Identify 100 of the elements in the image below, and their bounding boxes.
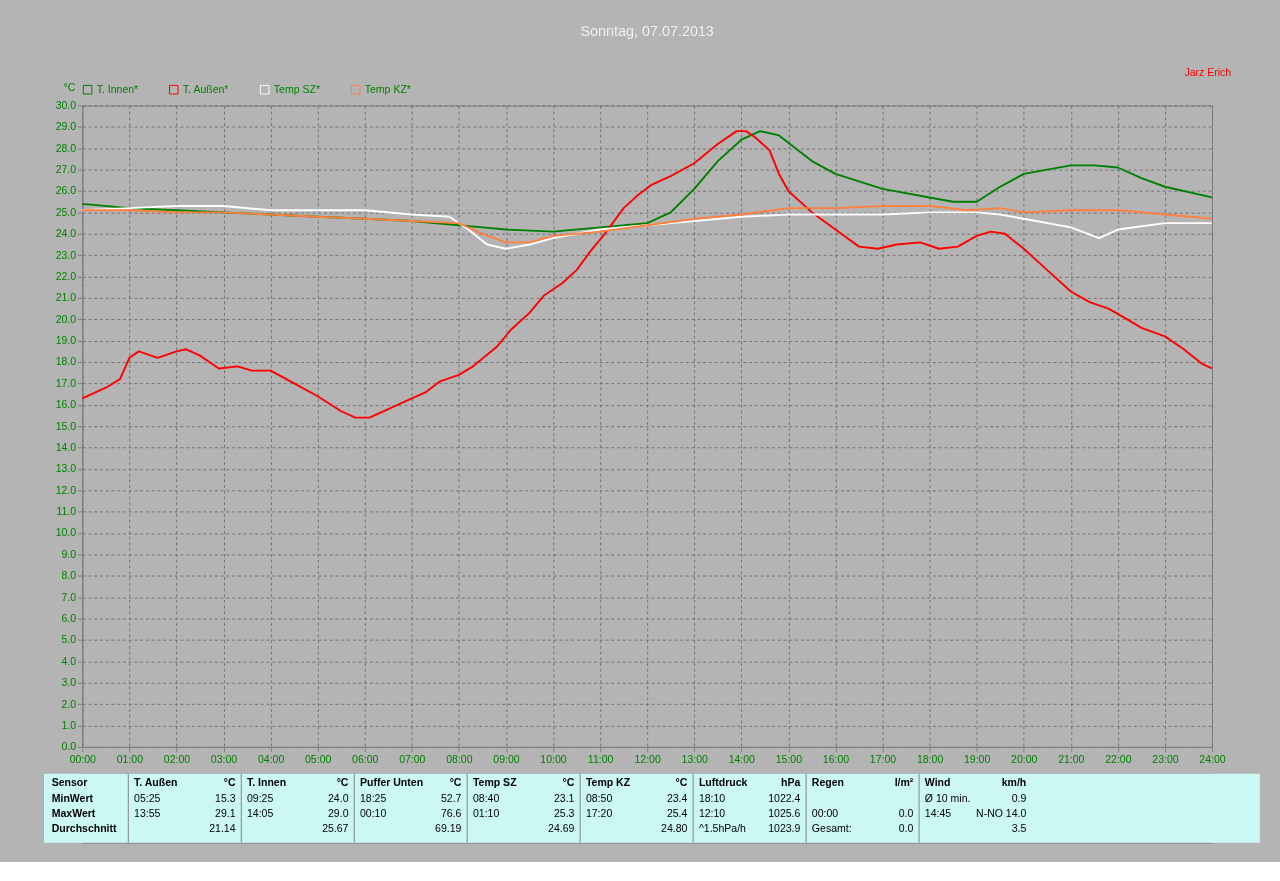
text: 25.67 [322, 822, 349, 835]
y-tick-label: 3.0 [61, 676, 77, 689]
text: 14:45 [924, 806, 952, 819]
x-tick-label: 09:00 [493, 752, 520, 765]
y-tick-label: 26.0 [55, 184, 77, 197]
x-tick-label: 22:00 [1105, 752, 1132, 765]
x-tick-label: 06:00 [352, 752, 379, 765]
x-tick-label: 05:00 [305, 752, 332, 765]
text: 01:10 [472, 806, 500, 819]
text: °C [675, 776, 688, 789]
y-tick-label: 27.0 [55, 162, 77, 175]
text: Jarz Erich [1184, 65, 1232, 78]
text: °C [449, 776, 462, 789]
text: 13:55 [134, 806, 161, 819]
y-tick-label: 7.0 [61, 590, 77, 603]
text: 52.7 [440, 791, 462, 804]
x-tick-label: 00:00 [69, 752, 97, 765]
text: 24.69 [548, 822, 575, 835]
y-tick-label: 22.0 [55, 269, 77, 282]
text: 21.14 [209, 822, 236, 835]
text: 23.1 [553, 791, 575, 804]
text: Temp KZ [585, 776, 631, 789]
text: 0.0 [898, 806, 914, 819]
x-tick-label: 23:00 [1152, 752, 1179, 765]
legend-label: Temp KZ* [364, 82, 411, 95]
text: ^1.5hPa/h [698, 822, 747, 835]
text: 00:00 [811, 806, 839, 819]
text: 0.0 [898, 822, 914, 835]
y-tick-label: 28.0 [55, 141, 77, 154]
text: Sensor [51, 776, 88, 789]
text: 15.3 [215, 791, 236, 804]
y-tick-label: 18.0 [55, 355, 77, 368]
text: hPa [781, 776, 801, 789]
x-tick-label: 21:00 [1058, 752, 1085, 765]
text: 17:20 [585, 806, 613, 819]
text: km/h [1001, 776, 1027, 789]
text: 23.4 [666, 791, 688, 804]
x-tick-label: 18:00 [916, 752, 944, 765]
text: °C [336, 776, 349, 789]
text: N-NO 14.0 [976, 806, 1027, 819]
y-tick-label: 10.0 [55, 526, 77, 539]
y-tick-label: 25.0 [55, 205, 77, 218]
text: l/m² [894, 776, 914, 789]
x-tick-label: 03:00 [210, 752, 238, 765]
text: 24.80 [661, 822, 688, 835]
text: °C [562, 776, 575, 789]
text: 0.9 [1011, 791, 1027, 804]
x-tick-label: 12:00 [634, 752, 661, 765]
y-tick-label: 20.0 [55, 312, 77, 325]
y-tick-label: 11.0 [56, 505, 77, 518]
x-tick-label: 10:00 [540, 752, 567, 765]
text: 00:10 [359, 806, 387, 819]
text: 18:25 [359, 791, 387, 804]
text: T. Innen [247, 776, 287, 789]
text: 05:25 [134, 791, 161, 804]
text: °C [223, 776, 236, 789]
x-tick-label: 16:00 [822, 752, 850, 765]
text: Ø 10 min. [924, 791, 971, 804]
text: 3.5 [1011, 822, 1027, 835]
text: Temp SZ [472, 776, 518, 789]
text: 29.1 [215, 806, 236, 819]
y-tick-label: 15.0 [55, 419, 77, 432]
text: 14:05 [247, 806, 274, 819]
y-tick-label: 5.0 [61, 633, 77, 646]
x-tick-label: 08:00 [446, 752, 473, 765]
y-axis-title: °C [63, 80, 76, 93]
y-tick-label: 6.0 [61, 611, 77, 624]
text: 76.6 [440, 806, 462, 819]
text: 08:40 [472, 791, 500, 804]
text: Puffer Unten [359, 776, 424, 789]
x-tick-label: 01:00 [116, 752, 144, 765]
y-tick-label: 21.0 [55, 291, 77, 304]
text: 25.4 [666, 806, 688, 819]
text: Wind [924, 776, 951, 789]
text: 1023.9 [768, 822, 801, 835]
text: MaxWert [51, 806, 96, 819]
text: 18:10 [698, 791, 726, 804]
x-tick-label: 07:00 [399, 752, 426, 765]
y-tick-label: 1.0 [61, 718, 77, 731]
text: T. Außen [134, 776, 178, 789]
y-tick-label: 13.0 [55, 462, 77, 475]
y-tick-label: 4.0 [61, 654, 77, 667]
y-tick-label: 12.0 [55, 483, 77, 496]
text: 69.19 [435, 822, 462, 835]
text: MinWert [51, 791, 94, 804]
text: 24.0 [328, 791, 349, 804]
text: 25.3 [553, 806, 575, 819]
x-tick-label: 11:00 [587, 752, 614, 765]
text: Luftdruck [698, 776, 748, 789]
line-series [81, 130, 1213, 419]
y-tick-label: 16.0 [55, 398, 77, 411]
text: Regen [811, 776, 844, 789]
x-tick-label: 17:00 [869, 752, 897, 765]
text: 09:25 [247, 791, 274, 804]
legend-label: Temp SZ* [273, 82, 320, 95]
y-tick-label: 14.0 [55, 440, 77, 453]
text: Gesamt: [811, 822, 852, 835]
y-tick-label: 30.0 [55, 98, 77, 111]
x-tick-label: 14:00 [728, 752, 756, 765]
x-tick-label: 02:00 [163, 752, 191, 765]
